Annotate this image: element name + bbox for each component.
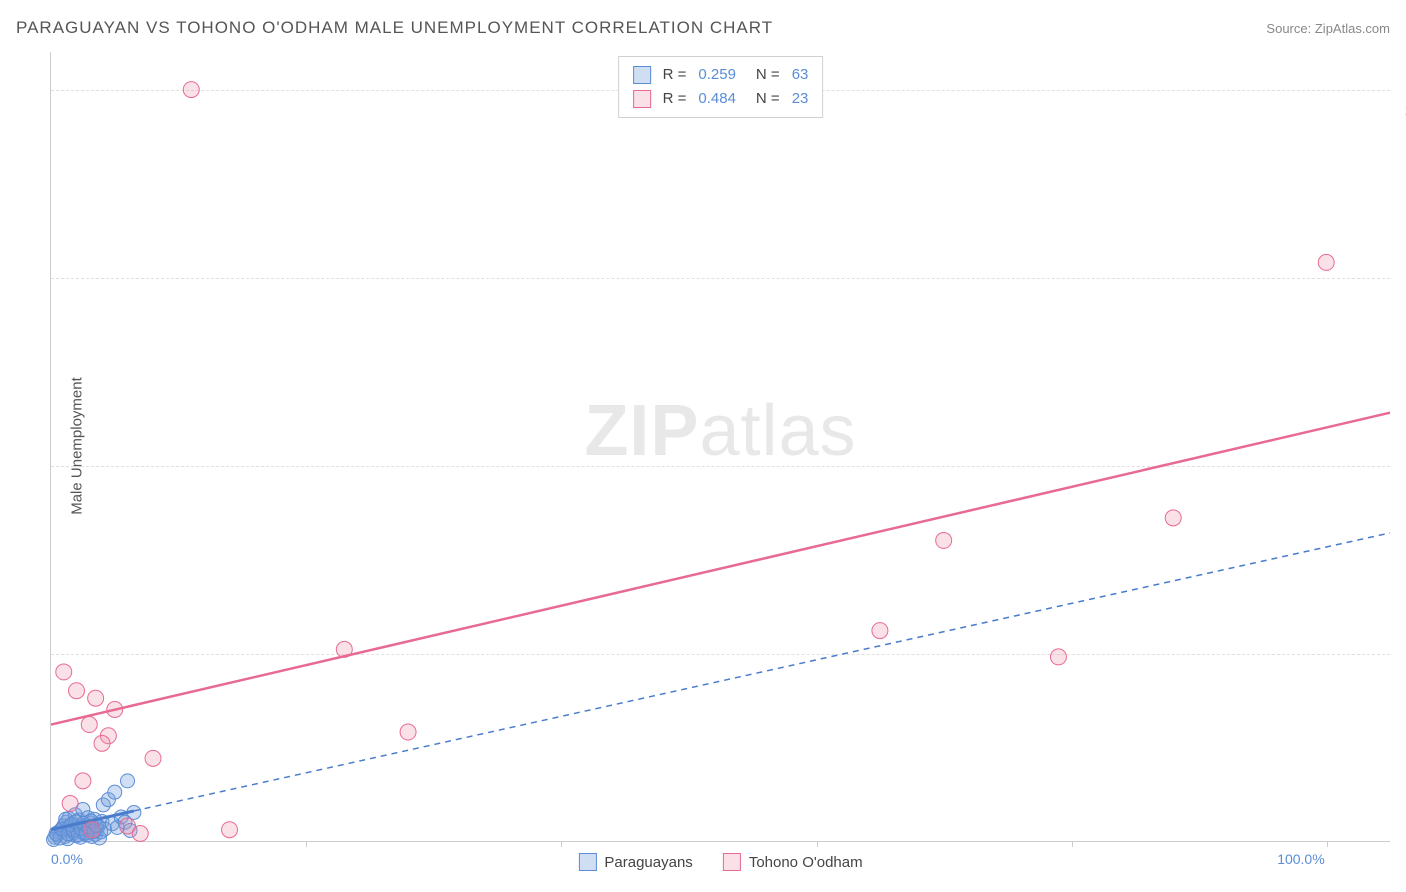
x-tick-label: 0.0%	[51, 851, 83, 867]
plot-svg	[51, 52, 1390, 841]
data-point	[108, 785, 122, 799]
data-point	[1050, 649, 1066, 665]
y-tick-label: 100.0%	[1396, 102, 1406, 118]
n-value-2: 23	[792, 87, 809, 111]
data-point	[145, 750, 161, 766]
r-label-2: R =	[663, 87, 687, 111]
source-link[interactable]: ZipAtlas.com	[1315, 21, 1390, 36]
n-label-2: N =	[756, 87, 780, 111]
data-point	[1318, 254, 1334, 270]
y-tick-label: 25.0%	[1396, 666, 1406, 682]
data-point	[75, 773, 91, 789]
x-tick	[1072, 841, 1073, 847]
x-tick-label: 100.0%	[1277, 851, 1324, 867]
legend-label-2: Tohono O'odham	[749, 854, 863, 871]
data-point	[132, 825, 148, 841]
y-tick-label: 75.0%	[1396, 290, 1406, 306]
y-tick-label: 50.0%	[1396, 478, 1406, 494]
legend-item-paraguayans: Paraguayans	[578, 853, 692, 871]
data-point	[936, 532, 952, 548]
data-point	[94, 735, 110, 751]
n-label: N =	[756, 63, 780, 87]
x-tick	[817, 841, 818, 847]
r-label: R =	[663, 63, 687, 87]
plot-area: ZIPatlas 25.0%50.0%75.0%100.0%0.0%100.0%…	[50, 52, 1390, 842]
swatch-paraguayans	[633, 66, 651, 84]
swatch-tohono-b	[723, 853, 741, 871]
data-point	[183, 82, 199, 98]
data-point	[69, 683, 85, 699]
r-value-1: 0.259	[698, 63, 736, 87]
data-point	[62, 795, 78, 811]
x-tick	[306, 841, 307, 847]
x-tick	[561, 841, 562, 847]
data-point	[56, 664, 72, 680]
data-point	[88, 690, 104, 706]
legend-row-1: R = 0.259 N = 63	[633, 63, 809, 87]
trend-line	[51, 413, 1390, 725]
title-bar: PARAGUAYAN VS TOHONO O'ODHAM MALE UNEMPL…	[16, 18, 1390, 38]
data-point	[872, 623, 888, 639]
swatch-tohono	[633, 90, 651, 108]
legend-row-2: R = 0.484 N = 23	[633, 87, 809, 111]
r-value-2: 0.484	[698, 87, 736, 111]
legend-label-1: Paraguayans	[604, 854, 692, 871]
series-legend: Paraguayans Tohono O'odham	[578, 853, 862, 871]
chart-title: PARAGUAYAN VS TOHONO O'ODHAM MALE UNEMPL…	[16, 18, 773, 38]
data-point	[84, 822, 100, 838]
source-label: Source:	[1266, 21, 1311, 36]
trend-line-dashed	[134, 533, 1390, 811]
data-point	[1165, 510, 1181, 526]
chart-container: PARAGUAYAN VS TOHONO O'ODHAM MALE UNEMPL…	[0, 0, 1406, 892]
data-point	[121, 774, 135, 788]
data-point	[81, 717, 97, 733]
legend-item-tohono: Tohono O'odham	[723, 853, 863, 871]
correlation-legend: R = 0.259 N = 63 R = 0.484 N = 23	[618, 56, 824, 118]
swatch-paraguayans-b	[578, 853, 596, 871]
source-attribution: Source: ZipAtlas.com	[1266, 21, 1390, 36]
x-tick	[1327, 841, 1328, 847]
data-point	[222, 822, 238, 838]
n-value-1: 63	[792, 63, 809, 87]
data-point	[400, 724, 416, 740]
